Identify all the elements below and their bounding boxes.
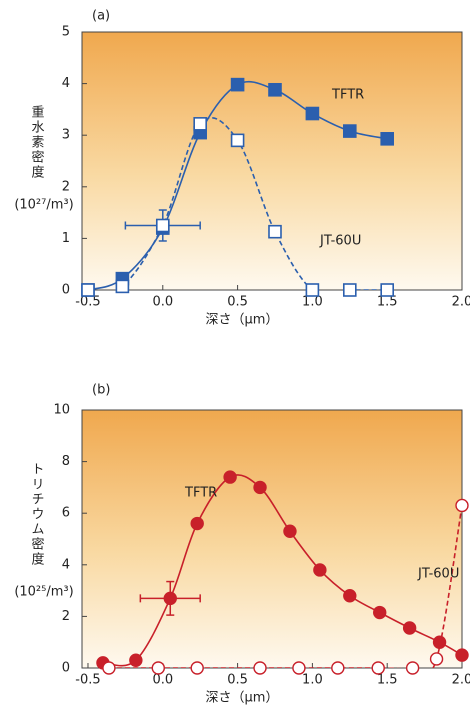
x-tick-label: 2.0 bbox=[452, 673, 470, 688]
marker bbox=[102, 661, 116, 675]
y-tick-label: 2 bbox=[62, 179, 70, 194]
y-tick-label: 3 bbox=[62, 128, 70, 143]
marker bbox=[253, 661, 267, 675]
x-axis-label: 深さ（μm） bbox=[206, 313, 279, 328]
marker bbox=[429, 652, 444, 666]
x-tick-label: 2.0 bbox=[452, 295, 470, 310]
x-tick-label: 0.0 bbox=[152, 673, 173, 688]
x-tick-label: -0.5 bbox=[75, 673, 100, 688]
x-tick-label: 1.0 bbox=[302, 673, 323, 688]
y-tick-label: 4 bbox=[62, 76, 70, 91]
marker bbox=[455, 498, 469, 513]
marker bbox=[253, 480, 267, 495]
y-tick-label: 1 bbox=[62, 231, 70, 246]
y-tick-label: 10 bbox=[53, 403, 70, 418]
marker bbox=[190, 661, 204, 675]
marker bbox=[313, 563, 327, 577]
marker bbox=[342, 124, 357, 138]
marker bbox=[343, 589, 357, 603]
y-tick-label: 0 bbox=[62, 661, 70, 676]
marker bbox=[455, 648, 469, 662]
marker bbox=[331, 661, 345, 675]
x-tick-label: -0.5 bbox=[75, 295, 100, 310]
y-tick-label: 4 bbox=[62, 557, 70, 572]
marker bbox=[342, 283, 357, 297]
marker bbox=[371, 661, 385, 675]
y-tick-label: 2 bbox=[62, 609, 70, 624]
marker bbox=[373, 605, 387, 620]
y-tick-label: 5 bbox=[62, 25, 70, 40]
marker bbox=[155, 218, 170, 233]
y-axis-unit: (10²⁷/m³) bbox=[14, 198, 73, 213]
x-tick-label: 0.0 bbox=[152, 295, 173, 310]
marker bbox=[163, 591, 177, 606]
marker bbox=[380, 283, 394, 297]
panel-title: (a) bbox=[92, 9, 110, 24]
plot-area bbox=[81, 31, 463, 291]
x-tick-label: 1.5 bbox=[377, 295, 398, 310]
x-tick-label: 0.5 bbox=[227, 295, 248, 310]
panel-title: (b) bbox=[92, 383, 110, 398]
y-tick-label: 8 bbox=[62, 454, 70, 469]
marker bbox=[432, 635, 447, 649]
marker bbox=[268, 224, 282, 239]
x-tick-label: 1.0 bbox=[302, 295, 323, 310]
y-tick-label: 6 bbox=[62, 506, 70, 521]
series-label: TFTR bbox=[331, 88, 364, 103]
x-tick-label: 0.5 bbox=[227, 673, 248, 688]
y-axis-label: 重水素密度 bbox=[29, 104, 45, 180]
marker bbox=[230, 133, 245, 148]
x-tick-label: 1.5 bbox=[377, 673, 398, 688]
marker bbox=[115, 279, 130, 294]
marker bbox=[305, 106, 320, 121]
marker bbox=[380, 132, 394, 146]
marker bbox=[268, 82, 282, 97]
series-label: TFTR bbox=[184, 486, 217, 501]
y-axis-label: トリチウム密度 bbox=[29, 462, 45, 567]
marker bbox=[402, 621, 417, 635]
marker bbox=[81, 283, 95, 297]
marker bbox=[190, 516, 204, 531]
y-tick-label: 0 bbox=[62, 283, 70, 298]
plot-area bbox=[81, 409, 463, 669]
y-axis-unit: (10²⁵/m³) bbox=[14, 585, 73, 600]
marker bbox=[292, 661, 306, 675]
marker bbox=[405, 661, 420, 675]
series-label: JT-60U bbox=[319, 234, 361, 249]
marker bbox=[193, 117, 207, 131]
marker bbox=[151, 661, 165, 675]
marker bbox=[230, 77, 245, 92]
series-label: JT-60U bbox=[417, 567, 459, 582]
marker bbox=[129, 653, 143, 667]
x-axis-label: 深さ（μm） bbox=[206, 691, 279, 706]
marker bbox=[223, 470, 237, 484]
marker bbox=[283, 524, 297, 538]
marker bbox=[305, 283, 320, 297]
